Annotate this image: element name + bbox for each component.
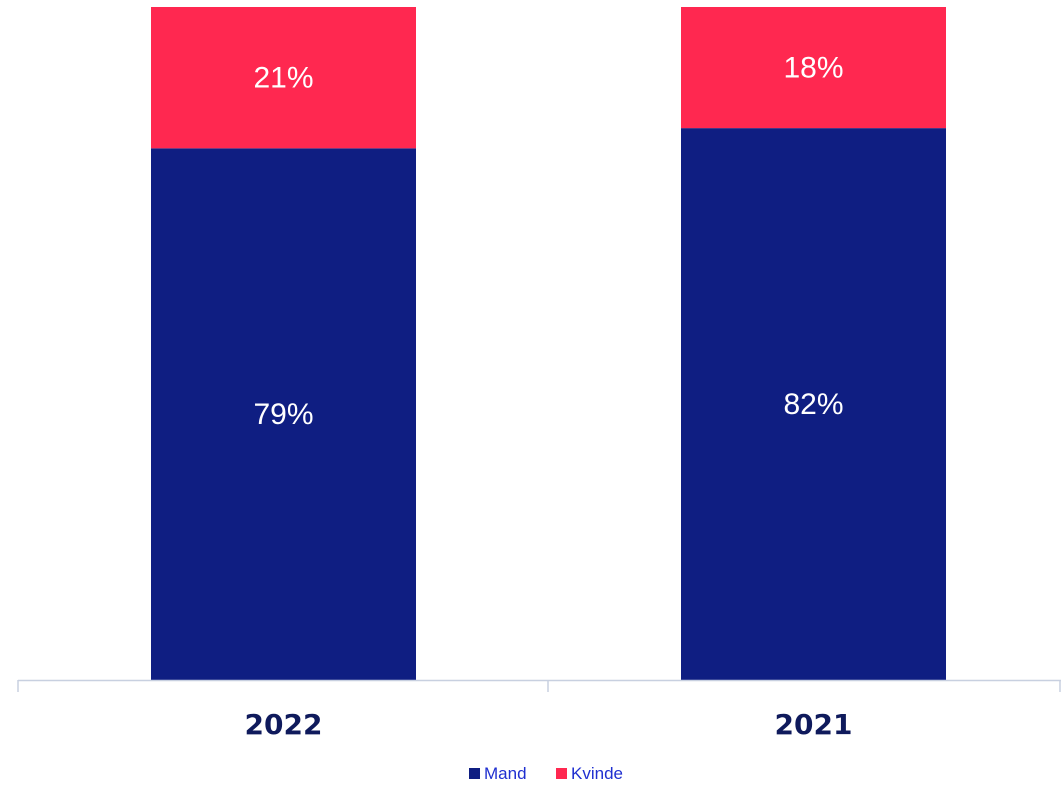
data-label-kvinde-2022: 21% xyxy=(253,62,313,95)
category-labels-group: 2022 2021 xyxy=(245,708,853,741)
x-axis xyxy=(17,679,1061,692)
data-label-mand-2022: 79% xyxy=(253,398,313,431)
data-label-mand-2021: 82% xyxy=(783,388,843,421)
legend-label-mand: Mand xyxy=(484,764,527,783)
segment-labels-group: 79% 21% 82% 18% xyxy=(253,52,843,432)
bar-segment-kvinde-2021 xyxy=(681,7,946,129)
bar-segment-kvinde-2022 xyxy=(151,7,416,149)
bars-group xyxy=(151,7,946,680)
legend: Mand Kvinde xyxy=(469,764,623,783)
legend-marker-mand xyxy=(469,768,480,779)
category-label-2022: 2022 xyxy=(245,708,323,741)
category-label-2021: 2021 xyxy=(775,708,853,741)
legend-label-kvinde: Kvinde xyxy=(571,764,623,783)
bar-segment-mand-2022 xyxy=(151,148,416,680)
data-label-kvinde-2021: 18% xyxy=(783,52,843,85)
legend-marker-kvinde xyxy=(556,768,567,779)
bar-segment-mand-2021 xyxy=(681,128,946,680)
